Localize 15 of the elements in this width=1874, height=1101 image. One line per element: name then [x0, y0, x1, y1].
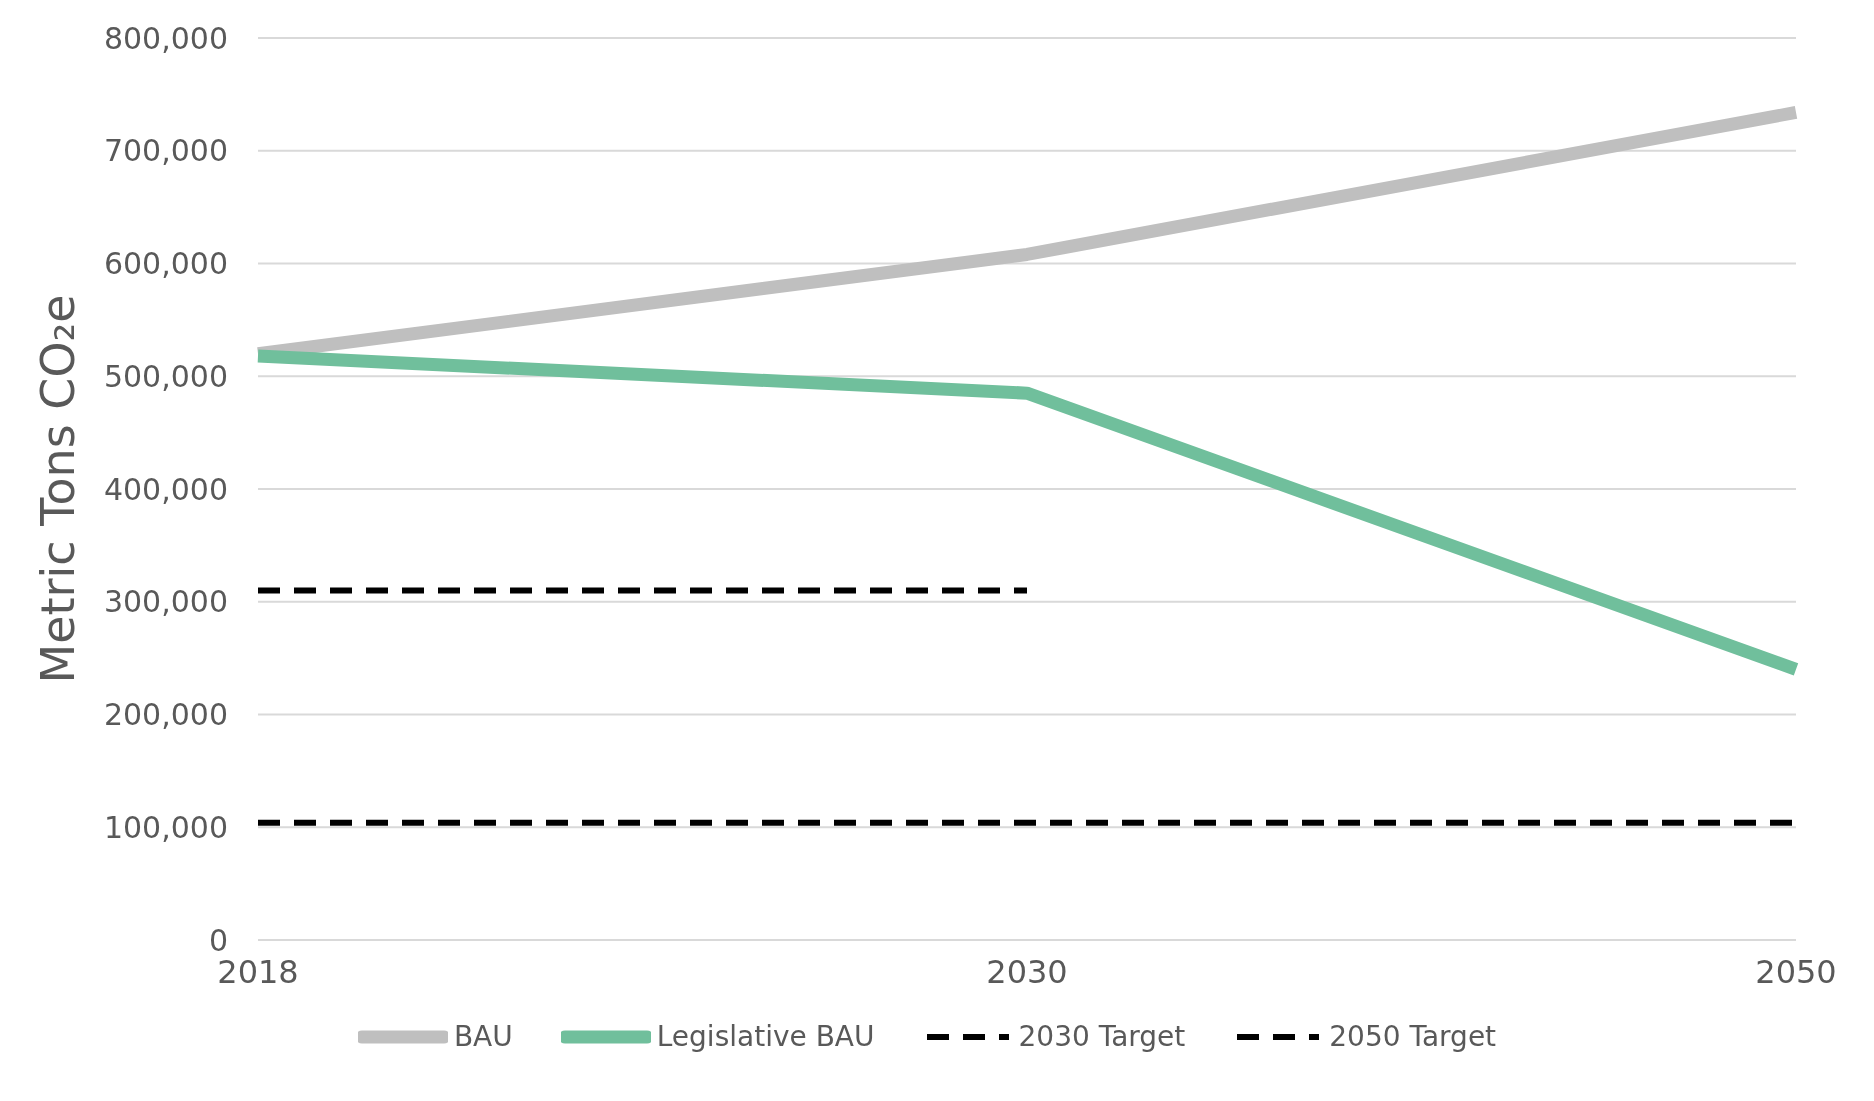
x-tick-label: 2050 [1755, 952, 1837, 991]
y-tick-label: 300,000 [103, 584, 228, 620]
legend-label: Legislative BAU [656, 1020, 875, 1053]
y-axis-title: Metric Tons CO₂e [31, 294, 86, 684]
y-tick-label: 700,000 [103, 133, 228, 169]
y-tick-label: 500,000 [103, 358, 228, 394]
legend-label: BAU [453, 1020, 513, 1053]
y-tick-label: 800,000 [103, 20, 228, 56]
y-tick-label: 200,000 [103, 697, 228, 733]
y-tick-label: 100,000 [103, 809, 228, 845]
y-tick-label: 600,000 [103, 246, 228, 282]
legend-label: 2030 Target [1018, 1020, 1186, 1053]
y-tick-label: 400,000 [103, 471, 228, 507]
x-tick-label: 2030 [986, 952, 1068, 991]
legend-label: 2050 Target [1329, 1020, 1497, 1053]
